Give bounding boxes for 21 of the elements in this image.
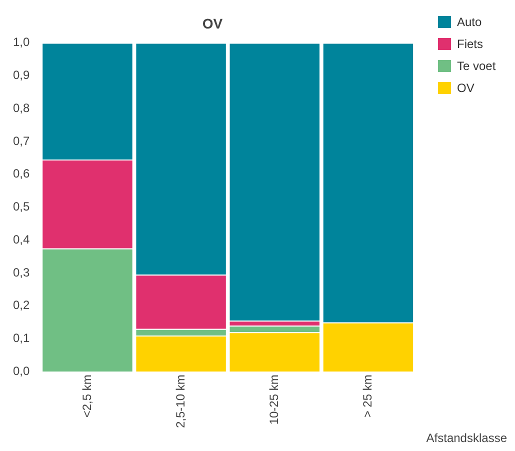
y-tick-label: 0,5 <box>12 200 30 214</box>
legend-label: Fiets <box>457 37 484 51</box>
y-tick-label: 0,0 <box>12 364 30 378</box>
y-tick-label: 0,4 <box>12 232 30 246</box>
x-tick-label: 10-25 km <box>266 374 281 425</box>
y-tick-label: 0,9 <box>12 68 30 82</box>
x-tick-label: > 25 km <box>360 374 375 418</box>
y-tick-label: 0,2 <box>12 298 30 312</box>
y-tick-label: 0,6 <box>12 166 30 181</box>
x-tick-label: 2,5-10 km <box>173 374 188 428</box>
legend-label: Auto <box>457 15 482 29</box>
x-axis-title: Afstandsklasse <box>426 431 507 445</box>
y-tick-label: 0,8 <box>12 100 30 115</box>
y-tick-label: 0,7 <box>12 134 30 148</box>
legend-label: OV <box>457 81 474 95</box>
y-tick-label: 0,1 <box>12 331 30 346</box>
legend-label: Te voet <box>457 59 496 73</box>
chart-title: OV <box>202 15 224 32</box>
x-tick-label: <2,5 km <box>80 374 94 418</box>
y-tick-label: 1,0 <box>12 35 30 50</box>
y-tick-label: 0,3 <box>12 265 30 280</box>
